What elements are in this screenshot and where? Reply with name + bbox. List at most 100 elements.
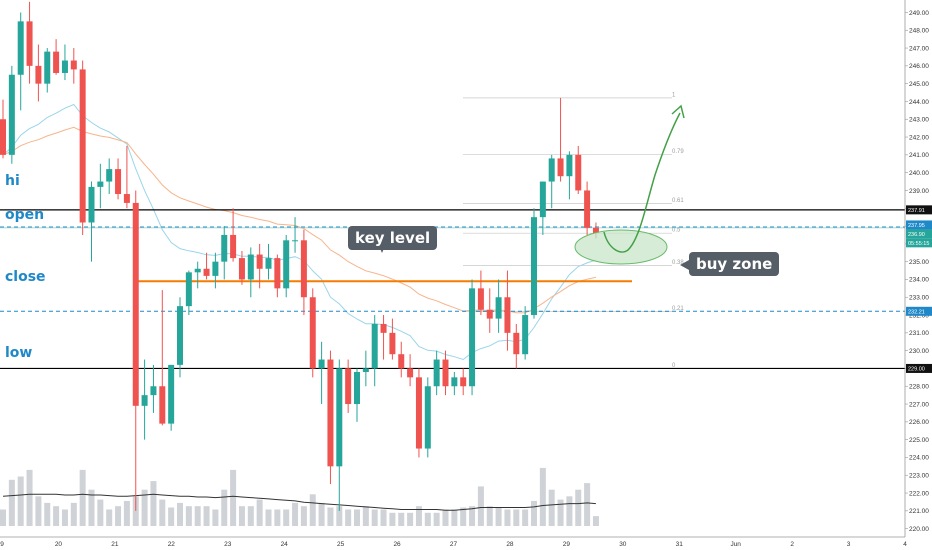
time-tick-label: 31 bbox=[676, 541, 684, 548]
volume-bar bbox=[398, 512, 405, 526]
candle-body bbox=[407, 368, 414, 378]
volume-bar bbox=[557, 499, 564, 526]
volume-bar bbox=[88, 489, 95, 526]
candle-body bbox=[433, 359, 440, 387]
price-tick-label: 227.00 bbox=[909, 401, 929, 408]
candle-body bbox=[327, 359, 334, 467]
price-tick-label: 240.00 bbox=[909, 170, 929, 177]
close-price-label-bg bbox=[906, 306, 932, 316]
candle-body bbox=[362, 368, 369, 373]
time-tick-label: 30 bbox=[619, 541, 627, 548]
price-tick-label: 239.00 bbox=[909, 188, 929, 195]
candle-body bbox=[115, 169, 122, 195]
price-tick-label: 245.00 bbox=[909, 81, 929, 88]
current-price-label: 236.90 bbox=[908, 232, 925, 238]
volume-bar bbox=[150, 481, 157, 526]
projection-arrowhead bbox=[671, 104, 685, 119]
volume-bar bbox=[424, 512, 431, 526]
volume-bar bbox=[592, 516, 599, 526]
volume-bar bbox=[469, 506, 476, 526]
time-tick-label: 25 bbox=[337, 541, 345, 548]
volume-bar bbox=[504, 509, 511, 526]
price-tick-label: 242.00 bbox=[909, 134, 929, 141]
candle-body bbox=[398, 354, 405, 369]
price-tick-label: 248.00 bbox=[909, 28, 929, 35]
candle-body bbox=[247, 254, 254, 280]
candle-body bbox=[442, 359, 449, 387]
price-tick-label: 224.00 bbox=[909, 455, 929, 462]
candle-body bbox=[548, 158, 555, 182]
price-tick-label: 235.00 bbox=[909, 259, 929, 266]
price-tick-label: 244.00 bbox=[909, 99, 929, 106]
price-tick-label: 225.00 bbox=[909, 437, 929, 444]
volume-bar bbox=[539, 467, 546, 526]
candle-body bbox=[584, 190, 591, 228]
volume-bar bbox=[123, 500, 130, 526]
volume-bar bbox=[230, 469, 237, 526]
open-price-label-bg bbox=[906, 220, 932, 230]
price-tick-label: 249.00 bbox=[909, 10, 929, 17]
candle-body bbox=[477, 288, 484, 310]
volume-bar bbox=[327, 507, 334, 526]
volume-bar bbox=[141, 489, 148, 526]
countdown-label: 05:55:15 bbox=[908, 241, 929, 247]
open-price-label: 237.95 bbox=[908, 223, 925, 229]
candle-body bbox=[504, 297, 511, 333]
time-tick-label: 3 bbox=[847, 541, 851, 548]
candle-body bbox=[469, 288, 476, 387]
candle-body bbox=[495, 297, 502, 319]
volume-bar bbox=[132, 496, 139, 526]
fib-level-label: 0 bbox=[672, 363, 676, 369]
candle-body bbox=[88, 186, 95, 223]
candle-body bbox=[97, 181, 104, 187]
volume-bar bbox=[44, 502, 51, 526]
volume-bar bbox=[292, 502, 299, 526]
candle-body bbox=[194, 268, 201, 273]
volume-bar bbox=[477, 486, 484, 526]
volume-bar bbox=[495, 507, 502, 526]
volume-bar bbox=[433, 512, 440, 526]
volume-bar bbox=[97, 499, 104, 526]
volume-bar bbox=[575, 489, 582, 526]
volume-bar bbox=[371, 509, 378, 526]
volume-bar bbox=[274, 509, 281, 526]
candle-body bbox=[486, 309, 493, 319]
time-tick-label: Jun bbox=[730, 541, 741, 548]
projection-path bbox=[603, 112, 681, 253]
volume-bar bbox=[212, 509, 219, 526]
volume-bar bbox=[53, 506, 60, 526]
fib-level-label: 1 bbox=[672, 92, 676, 98]
volume-bar bbox=[407, 512, 414, 526]
candle-body bbox=[256, 254, 263, 269]
volume-bar bbox=[17, 476, 24, 526]
hi-label: hi bbox=[5, 173, 20, 189]
candle-body bbox=[522, 315, 529, 355]
volume-bar bbox=[177, 502, 183, 526]
price-tick-label: 241.00 bbox=[909, 152, 929, 159]
volume-bar bbox=[168, 507, 175, 526]
candle-body bbox=[150, 386, 157, 396]
candle-body bbox=[300, 240, 307, 298]
candle-body bbox=[318, 359, 325, 369]
candle-body bbox=[106, 169, 113, 182]
candle-body bbox=[70, 60, 77, 70]
time-tick-label: 4 bbox=[903, 541, 907, 548]
candle-body bbox=[61, 60, 68, 73]
volume-bar bbox=[300, 506, 307, 526]
fib-level-label: 0.61 bbox=[672, 198, 684, 204]
low-label: low bbox=[5, 345, 33, 361]
volume-bar bbox=[318, 502, 325, 526]
time-tick-label: 2 bbox=[790, 541, 794, 548]
volume-bar bbox=[531, 500, 537, 526]
candle-body bbox=[185, 272, 192, 307]
key-level-tag: key level bbox=[348, 226, 438, 250]
fib-level-label: 0.79 bbox=[672, 149, 684, 155]
time-tick-label: 9 bbox=[0, 541, 4, 548]
volume-bar bbox=[247, 506, 254, 526]
volume-bar bbox=[389, 512, 396, 526]
price-tick-label: 221.00 bbox=[909, 508, 929, 515]
candle-body bbox=[0, 119, 6, 155]
candle-body bbox=[309, 297, 316, 369]
time-tick-label: 20 bbox=[55, 541, 63, 548]
